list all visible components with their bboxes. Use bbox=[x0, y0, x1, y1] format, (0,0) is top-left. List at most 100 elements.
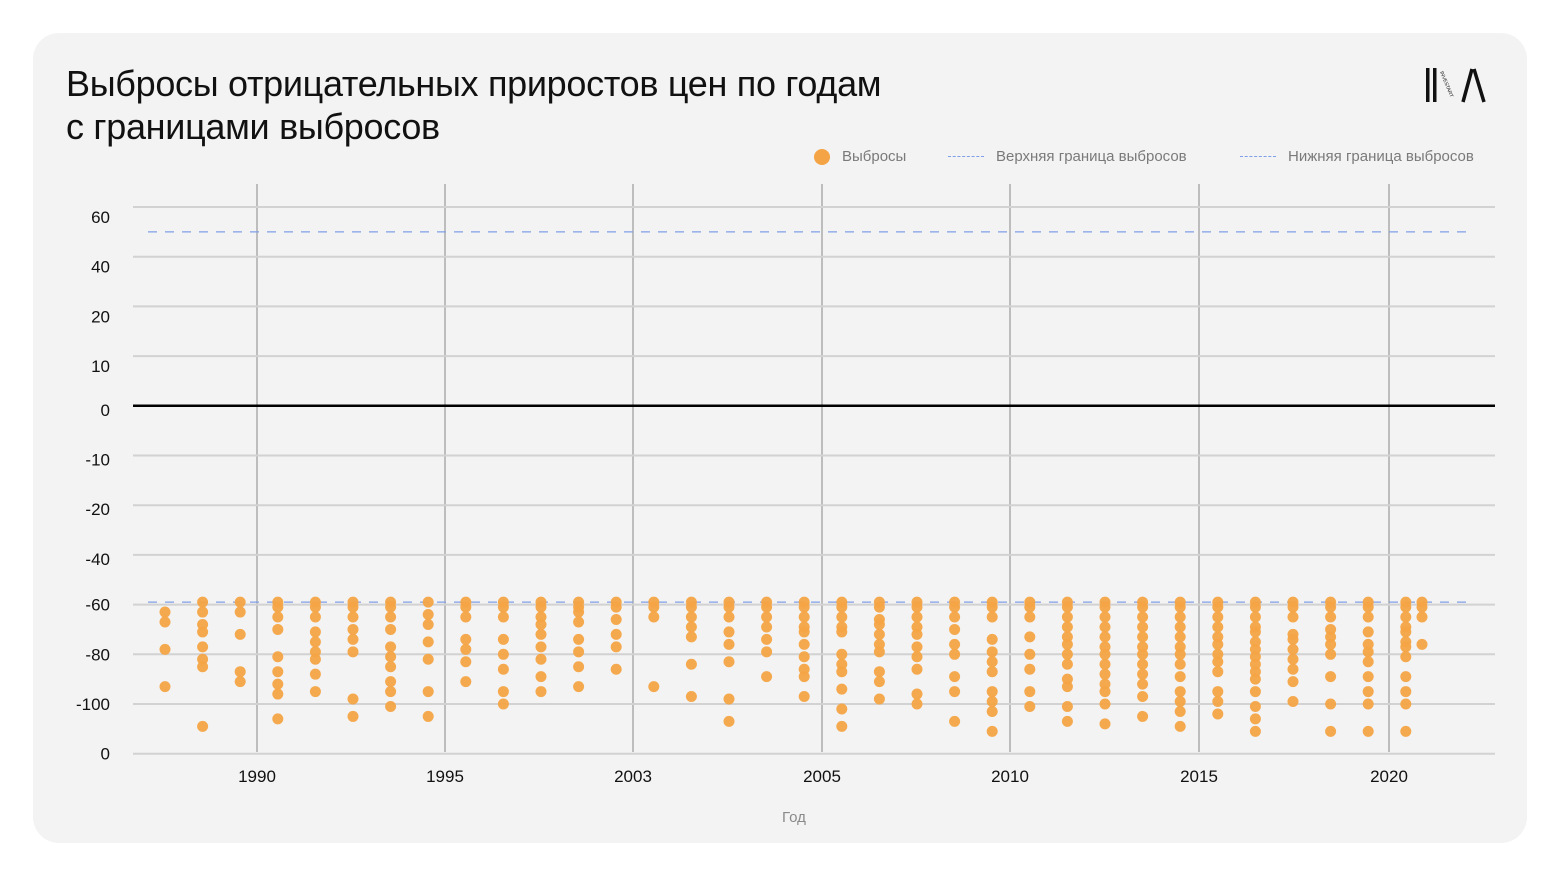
outlier-point bbox=[986, 656, 998, 668]
outlier-point bbox=[1400, 698, 1412, 710]
outlier-point bbox=[911, 688, 923, 700]
outlier-point bbox=[272, 666, 284, 678]
outlier-point bbox=[761, 611, 773, 623]
y-tick-label: -20 bbox=[85, 500, 110, 519]
outlier-point bbox=[1099, 601, 1111, 613]
outlier-point bbox=[272, 651, 284, 663]
outlier-point bbox=[1212, 666, 1224, 678]
outlier-point bbox=[1325, 725, 1337, 737]
outlier-point bbox=[497, 663, 509, 675]
outlier-point bbox=[385, 601, 397, 613]
outlier-point bbox=[798, 671, 810, 683]
outlier-point bbox=[535, 653, 547, 665]
outlier-point bbox=[685, 611, 697, 623]
outlier-point bbox=[1249, 601, 1261, 613]
chart-title-line-1: Выбросы отрицательных приростов цен по г… bbox=[66, 63, 882, 104]
outlier-point bbox=[385, 700, 397, 712]
outlier-point bbox=[986, 696, 998, 708]
outlier-point bbox=[873, 693, 885, 705]
outlier-point bbox=[1024, 686, 1036, 698]
outlier-point bbox=[1174, 671, 1186, 683]
outlier-point bbox=[573, 633, 585, 645]
outlier-point bbox=[1212, 696, 1224, 708]
outlier-point bbox=[1287, 611, 1299, 623]
outlier-point bbox=[309, 626, 321, 638]
outlier-point bbox=[685, 631, 697, 643]
outlier-point bbox=[873, 666, 885, 678]
outlier-point bbox=[309, 636, 321, 648]
outlier-point bbox=[1325, 611, 1337, 623]
outlier-point bbox=[1099, 648, 1111, 660]
outlier-point bbox=[723, 656, 735, 668]
outlier-point bbox=[309, 653, 321, 665]
outlier-point bbox=[347, 646, 359, 658]
outlier-point bbox=[1212, 638, 1224, 650]
outlier-point bbox=[1249, 713, 1261, 725]
outlier-point bbox=[1099, 698, 1111, 710]
outlier-point bbox=[798, 651, 810, 663]
outlier-point bbox=[272, 601, 284, 613]
outlier-point bbox=[685, 601, 697, 613]
outlier-point bbox=[1249, 626, 1261, 638]
outlier-point bbox=[1024, 648, 1036, 660]
outlier-point bbox=[761, 646, 773, 658]
outlier-point bbox=[234, 628, 246, 640]
outlier-point bbox=[986, 646, 998, 658]
legend-marker-lower bbox=[1240, 156, 1276, 157]
outlier-point bbox=[234, 606, 246, 618]
outlier-point bbox=[836, 648, 848, 660]
outlier-point bbox=[1137, 648, 1149, 660]
outlier-point bbox=[1400, 686, 1412, 698]
outlier-point bbox=[197, 641, 209, 653]
outlier-point bbox=[1174, 686, 1186, 698]
outlier-point bbox=[1400, 651, 1412, 663]
y-tick-label: -60 bbox=[85, 596, 110, 615]
outlier-point bbox=[1212, 611, 1224, 623]
outlier-point bbox=[911, 641, 923, 653]
legend-label-upper: Верхняя граница выбросов bbox=[996, 148, 1187, 165]
outlier-point bbox=[610, 641, 622, 653]
outlier-point bbox=[723, 693, 735, 705]
outlier-point bbox=[1400, 601, 1412, 613]
legend-item-lower: Нижняя граница выбросов bbox=[1240, 148, 1474, 165]
outlier-point bbox=[422, 653, 434, 665]
y-tick-label: 20 bbox=[91, 307, 110, 326]
outlier-point bbox=[986, 611, 998, 623]
outlier-point bbox=[723, 626, 735, 638]
outlier-point bbox=[1061, 611, 1073, 623]
outlier-point bbox=[197, 661, 209, 673]
outlier-point bbox=[1061, 700, 1073, 712]
chart-card bbox=[33, 33, 1527, 843]
outlier-point bbox=[949, 686, 961, 698]
outlier-point bbox=[535, 671, 547, 683]
outlier-point bbox=[873, 676, 885, 688]
outlier-point bbox=[535, 618, 547, 630]
outlier-point bbox=[986, 666, 998, 678]
x-tick-label: 2003 bbox=[614, 767, 652, 786]
outlier-point bbox=[1249, 673, 1261, 685]
outlier-point bbox=[1287, 676, 1299, 688]
y-tick-label: 60 bbox=[91, 208, 110, 227]
outlier-point bbox=[197, 720, 209, 732]
outlier-point bbox=[309, 668, 321, 680]
outlier-point bbox=[1287, 653, 1299, 665]
outlier-point bbox=[1400, 626, 1412, 638]
outlier-point bbox=[1362, 601, 1374, 613]
outlier-point bbox=[1287, 601, 1299, 613]
outlier-point bbox=[1137, 710, 1149, 722]
y-tick-label: -40 bbox=[85, 550, 110, 569]
outlier-point bbox=[1249, 686, 1261, 698]
outlier-point bbox=[422, 618, 434, 630]
outlier-point bbox=[1174, 631, 1186, 643]
outlier-point bbox=[911, 628, 923, 640]
outlier-point bbox=[1362, 725, 1374, 737]
outlier-point bbox=[460, 611, 472, 623]
outlier-point bbox=[1249, 725, 1261, 737]
outlier-point bbox=[1287, 663, 1299, 675]
outlier-point bbox=[949, 623, 961, 635]
outlier-point bbox=[610, 663, 622, 675]
outlier-point bbox=[272, 688, 284, 700]
outlier-point bbox=[1137, 678, 1149, 690]
outlier-point bbox=[1099, 631, 1111, 643]
